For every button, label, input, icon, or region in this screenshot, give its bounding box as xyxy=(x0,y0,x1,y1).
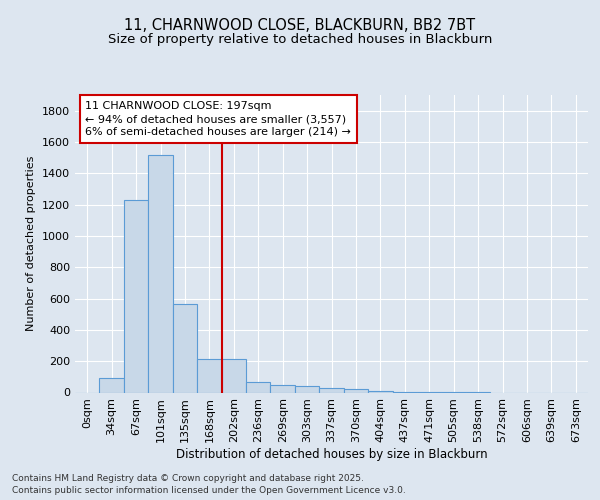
Bar xyxy=(221,359,246,392)
Bar xyxy=(319,388,344,392)
Bar xyxy=(368,391,392,392)
Bar xyxy=(148,154,173,392)
Bar xyxy=(295,386,319,392)
Bar xyxy=(197,359,221,392)
Bar xyxy=(344,388,368,392)
Bar xyxy=(124,200,148,392)
Text: Contains HM Land Registry data © Crown copyright and database right 2025.
Contai: Contains HM Land Registry data © Crown c… xyxy=(12,474,406,495)
Bar xyxy=(271,384,295,392)
Bar xyxy=(246,382,271,392)
Bar xyxy=(173,304,197,392)
X-axis label: Distribution of detached houses by size in Blackburn: Distribution of detached houses by size … xyxy=(176,448,487,461)
Y-axis label: Number of detached properties: Number of detached properties xyxy=(26,156,37,332)
Text: 11, CHARNWOOD CLOSE, BLACKBURN, BB2 7BT: 11, CHARNWOOD CLOSE, BLACKBURN, BB2 7BT xyxy=(124,18,476,32)
Text: 11 CHARNWOOD CLOSE: 197sqm
← 94% of detached houses are smaller (3,557)
6% of se: 11 CHARNWOOD CLOSE: 197sqm ← 94% of deta… xyxy=(85,101,351,138)
Text: Size of property relative to detached houses in Blackburn: Size of property relative to detached ho… xyxy=(108,32,492,46)
Bar xyxy=(100,378,124,392)
